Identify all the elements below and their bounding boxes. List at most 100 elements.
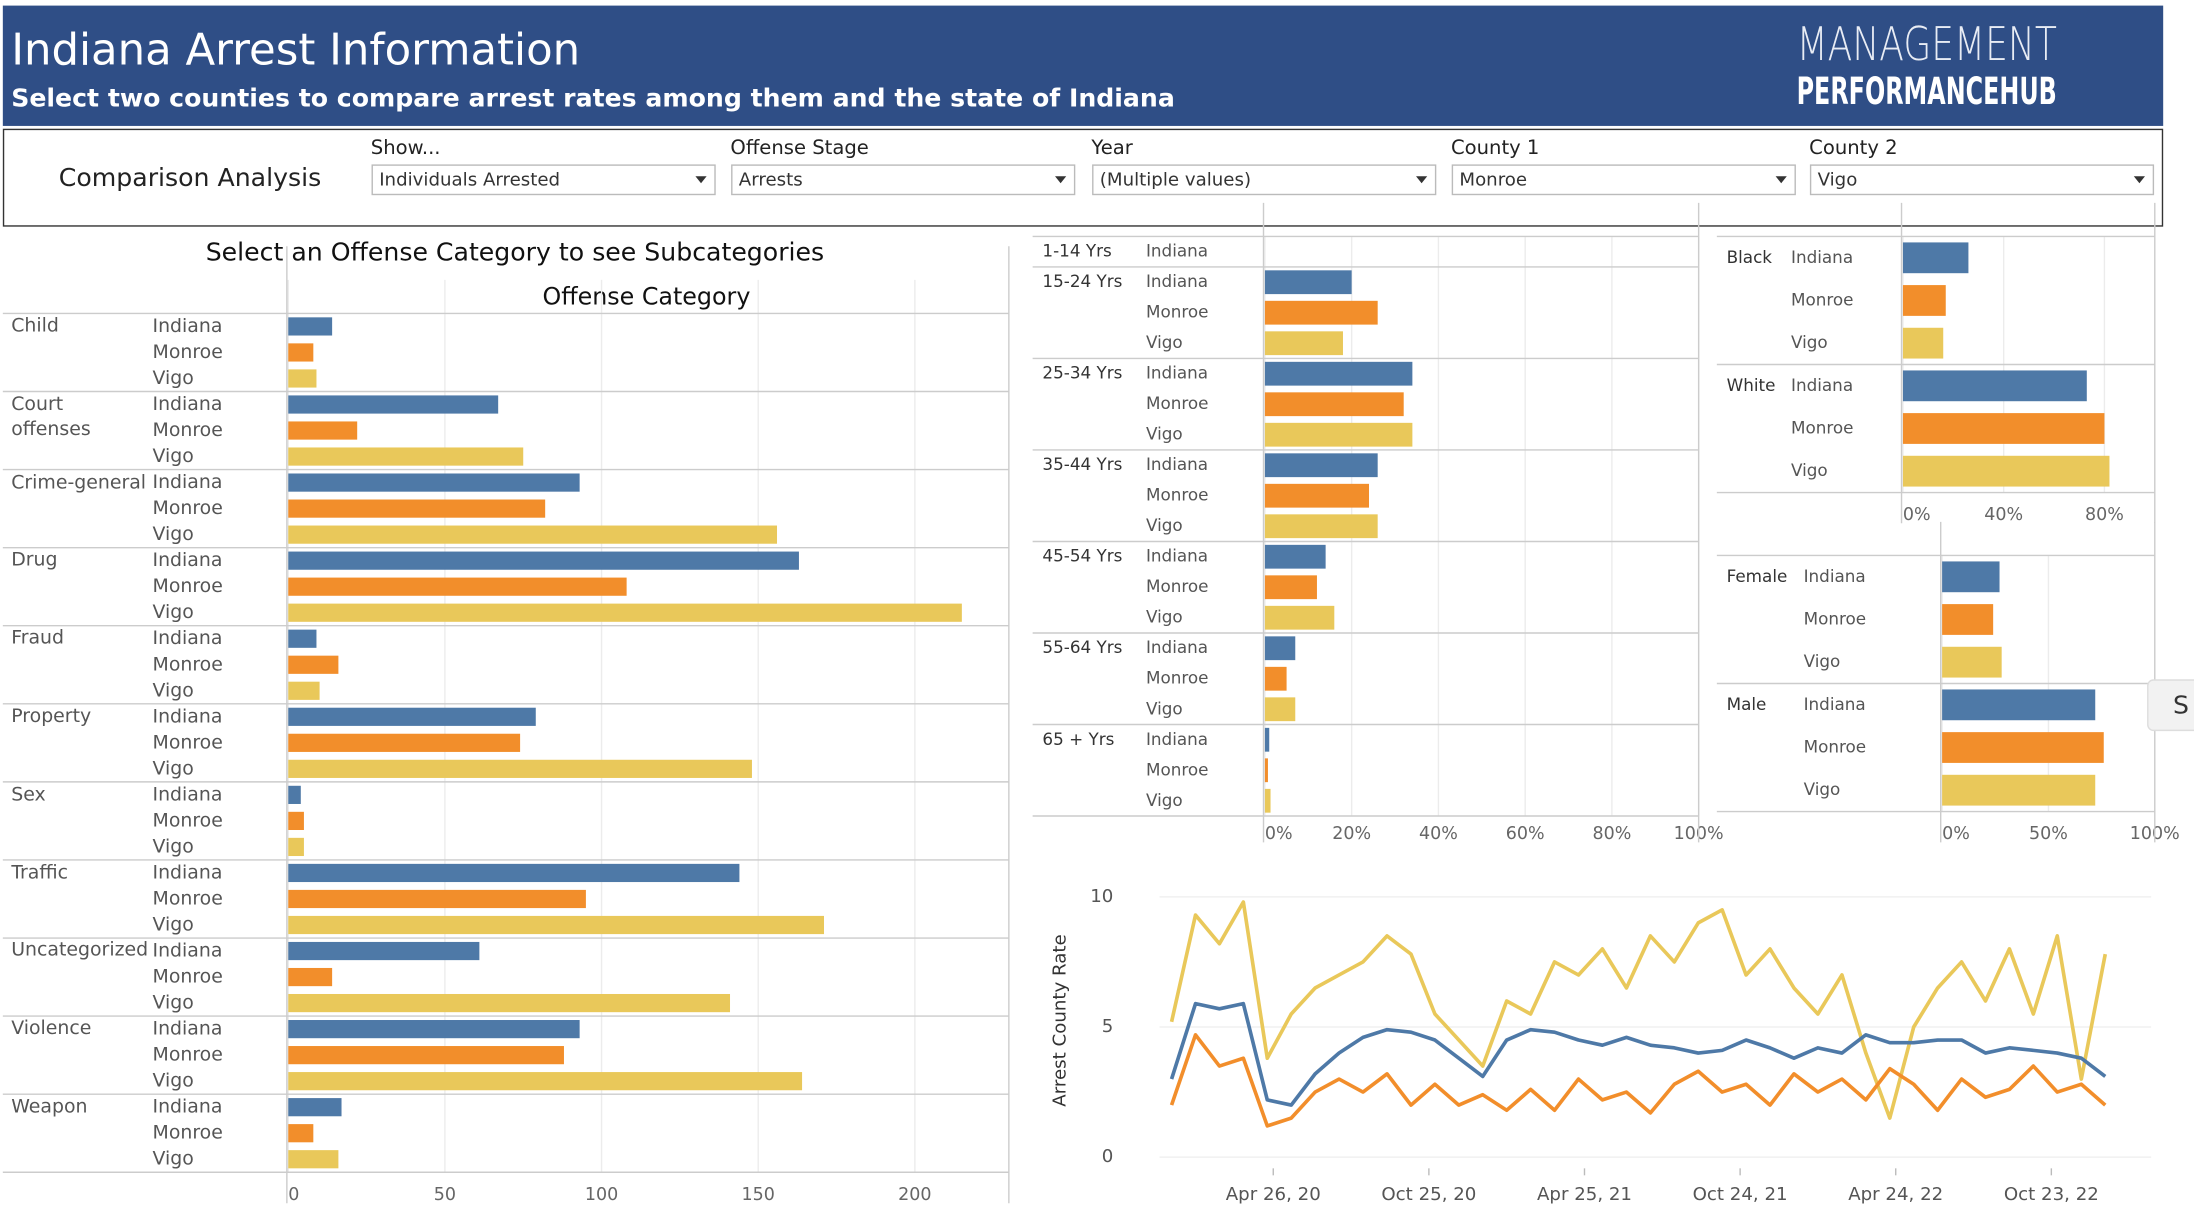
chart-subtitle: Offense Category	[543, 283, 751, 311]
x-tick-label: Oct 25, 20	[1381, 1184, 1476, 1205]
series-label: Monroe	[153, 1122, 223, 1144]
filter-dropdown[interactable]: Individuals Arrested	[371, 164, 716, 196]
series-label: Vigo	[1146, 424, 1183, 444]
bar	[288, 681, 320, 700]
category-label-box: Drug	[11, 549, 57, 571]
category-label: 15-24 Yrs	[1042, 271, 1122, 291]
series-label: Vigo	[1804, 779, 1841, 799]
series-label: Indiana	[1791, 247, 1853, 267]
bar	[1942, 604, 1994, 635]
bar	[1264, 666, 1287, 691]
bar	[1264, 788, 1271, 813]
x-tick-label: Apr 25, 21	[1537, 1184, 1632, 1205]
series-label: Monroe	[1146, 576, 1209, 596]
category-label: Uncategorized	[11, 939, 149, 962]
bar	[288, 499, 546, 518]
bar	[1942, 774, 2096, 806]
series-label: Indiana	[153, 627, 223, 649]
category-label: Court offenses	[11, 392, 91, 442]
bar	[1902, 327, 1944, 359]
dropdown-value[interactable]: Vigo	[1818, 169, 1858, 190]
dropdown-box[interactable]	[371, 164, 716, 196]
series-label: Indiana	[1146, 637, 1208, 657]
filter-label: County 2	[1809, 136, 1897, 159]
dropdown-box[interactable]	[731, 164, 1076, 196]
dropdown-box[interactable]	[1451, 164, 1796, 196]
series-label: Monroe	[153, 419, 223, 441]
series-label: Vigo	[153, 367, 194, 389]
dropdown-value[interactable]: (Multiple values)	[1100, 169, 1251, 190]
dropdown-box[interactable]	[1809, 164, 2155, 196]
dropdown-arrow[interactable]	[1416, 176, 1428, 184]
dropdown-value[interactable]: Monroe	[1459, 169, 1527, 190]
dropdown-box[interactable]	[1092, 164, 1437, 196]
dropdown-arrow[interactable]	[2133, 176, 2145, 184]
x-tick-label: 40%	[1984, 505, 2023, 525]
side-tab[interactable]	[2147, 679, 2194, 732]
series-label: Indiana	[153, 940, 223, 962]
filter-dropdown[interactable]: (Multiple values)	[1092, 164, 1437, 196]
series-label: Vigo	[1146, 790, 1183, 810]
filter-dropdown[interactable]: Vigo	[1809, 164, 2155, 196]
bar	[288, 759, 752, 778]
header-subtitle: Select two counties to compare arrest ra…	[11, 83, 1175, 112]
bar	[288, 993, 731, 1013]
category-label: Crime-general	[11, 470, 147, 494]
bar	[288, 369, 317, 388]
dropdown-arrow[interactable]	[1775, 176, 1787, 184]
series-label: Indiana	[153, 549, 223, 571]
filter-label: Year	[1090, 136, 1133, 159]
category-label-box: Crime-general	[11, 470, 147, 494]
series-label: Vigo	[153, 835, 194, 857]
series-label: Vigo	[1791, 460, 1828, 480]
category-label: 1-14 Yrs	[1042, 241, 1111, 261]
series-label: Monroe	[1791, 289, 1854, 309]
category-label-box: Child	[11, 315, 59, 337]
dropdown-value[interactable]: Arrests	[739, 169, 803, 190]
bar	[1264, 514, 1378, 539]
category-label-box: Property	[11, 705, 91, 727]
bar	[1902, 455, 2110, 487]
bar	[1942, 561, 2000, 593]
series-label: Indiana	[153, 1018, 223, 1040]
series-label: Monroe	[1146, 759, 1209, 779]
bar	[288, 629, 317, 648]
bar	[1264, 392, 1404, 417]
filter-dropdown[interactable]: Arrests	[731, 164, 1076, 196]
series-label: Monroe	[1146, 485, 1209, 505]
series-label: Vigo	[153, 992, 194, 1014]
x-tick-label: 0%	[1903, 505, 1931, 525]
filter-dropdown[interactable]: Monroe	[1451, 164, 1796, 196]
series-label: Vigo	[153, 757, 194, 779]
x-tick-label: 100	[585, 1185, 618, 1205]
series-label: Vigo	[153, 1148, 194, 1170]
bar	[1264, 727, 1270, 752]
bar	[288, 655, 339, 674]
series-label: Monroe	[1146, 668, 1209, 688]
dropdown-value[interactable]: Individuals Arrested	[379, 169, 560, 190]
line-chart: 0 5 10 Apr 26, 20 Oct 25, 20 Apr 25, 21 Oct 24…	[1050, 886, 2152, 1205]
dropdown-arrow[interactable]	[695, 176, 707, 184]
series-label: Indiana	[1146, 454, 1208, 474]
series-label: Vigo	[1804, 651, 1841, 671]
category-label: 45-54 Yrs	[1042, 546, 1122, 566]
series-label: Indiana	[153, 783, 223, 805]
bar	[1264, 270, 1352, 295]
series-label: Monroe	[153, 653, 223, 675]
x-tick-label: Oct 23, 22	[2004, 1184, 2099, 1205]
logo-top: MANAGEMENT	[1797, 17, 2057, 71]
bar	[1902, 370, 2087, 402]
series-label: Monroe	[153, 497, 223, 519]
category-label: 35-44 Yrs	[1042, 454, 1122, 474]
series-label: Indiana	[1146, 546, 1208, 566]
category-label: 65 + Yrs	[1042, 729, 1114, 749]
dropdown-arrow[interactable]	[1055, 176, 1067, 184]
side-tab-label[interactable]: S	[2173, 691, 2189, 720]
series-label: Vigo	[1146, 332, 1183, 352]
category-label: Female	[1727, 566, 1788, 586]
x-tick-label: Apr 26, 20	[1226, 1184, 1321, 1205]
series-label: Monroe	[1791, 418, 1854, 438]
category-label-box: Sex	[11, 783, 45, 805]
